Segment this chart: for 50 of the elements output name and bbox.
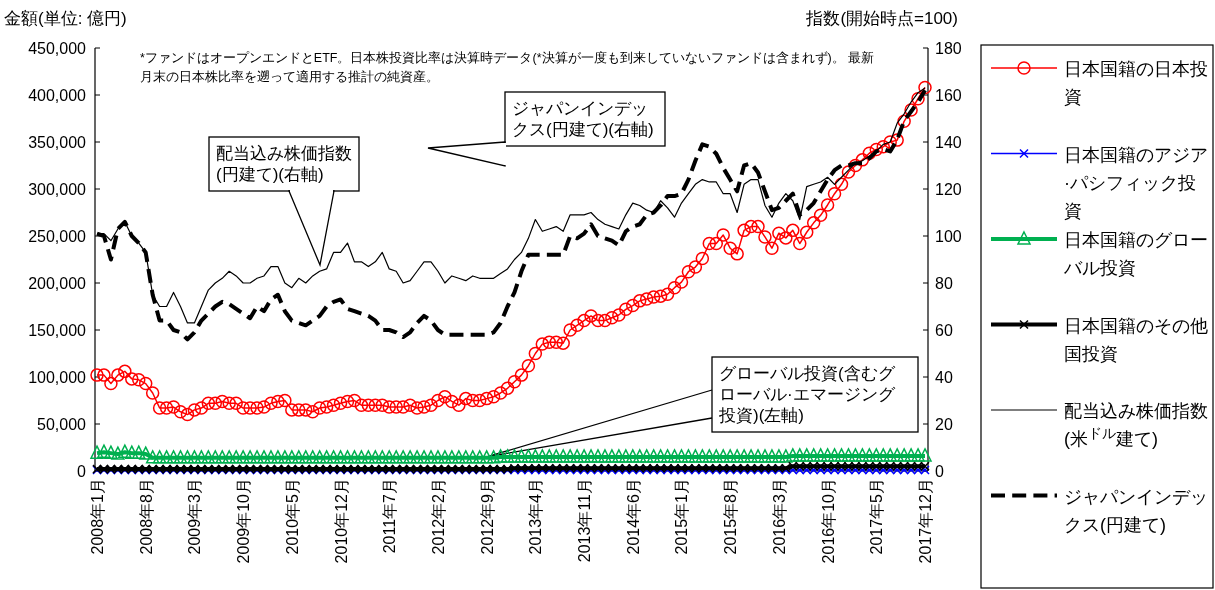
x-tick-label: 2016年10月	[819, 478, 837, 564]
y2-axis-title: 指数(開始時点=100)	[805, 9, 958, 28]
y2-tick-label: 180	[935, 40, 962, 57]
x-tick-label: 2017年5月	[868, 478, 886, 555]
x-tick-label: 2014年6月	[624, 478, 642, 555]
y-tick-label: 0	[77, 463, 87, 480]
y-tick-label: 150,000	[28, 322, 87, 339]
x-tick-label: 2008年1月	[89, 478, 106, 555]
annotation: 配当込み株価指数(円建て)(右軸)	[216, 144, 352, 184]
x-tick-label: 2016年3月	[770, 478, 788, 555]
legend-label: 配当込み株価指数(米$^{ドル}$建て)	[1064, 401, 1208, 449]
annotation: ジャパンインデックス(円建て)(右軸)	[512, 99, 654, 139]
y-tick-label: 250,000	[28, 228, 87, 245]
legend-label: 日本国籍のグローバル投資	[1063, 230, 1208, 278]
y-tick-label: 200,000	[28, 275, 87, 292]
y2-tick-label: 20	[935, 416, 953, 433]
y2-tick-label: 60	[935, 322, 953, 339]
x-tick-label: 2009年3月	[186, 478, 204, 555]
y-tick-label: 50,000	[37, 416, 87, 433]
y-tick-label: 350,000	[28, 134, 87, 151]
y2-tick-label: 0	[935, 463, 944, 480]
x-tick-label: 2015年8月	[722, 478, 740, 555]
y-tick-label: 400,000	[28, 87, 87, 104]
legend-label: 日本国籍のその他国投資	[1064, 315, 1208, 364]
x-tick-label: 2008年8月	[137, 478, 155, 555]
y-tick-label: 300,000	[28, 181, 87, 198]
x-tick-label: 2010年12月	[332, 478, 350, 564]
legend-label: 日本国籍の日本投資	[1064, 59, 1208, 107]
y2-tick-label: 80	[935, 275, 953, 292]
x-tick-label: 2012年9月	[478, 478, 496, 555]
y-tick-label: 450,000	[28, 40, 87, 57]
annotation: *ファンドはオープンエンドとETF。日本株投資比率は決算時データ(*決算が一度も到来していないファンドは含まれず)。 最新月末の日本株比率を遡って適用する推計の純資産。	[140, 50, 875, 84]
y-tick-label: 100,000	[28, 369, 87, 386]
x-tick-label: 2013年11月	[576, 478, 594, 563]
x-tick-label: 2012年2月	[429, 478, 447, 555]
y2-tick-label: 100	[935, 228, 962, 245]
legend-label: 日本国籍のアジア·パシフィック投資	[1064, 144, 1208, 221]
annotation: グローバル投資(含むグローバル·エマージング投資)(左軸)	[718, 364, 896, 425]
x-tick-label: 2015年1月	[673, 478, 691, 555]
y2-tick-label: 40	[935, 369, 953, 386]
x-tick-label: 2009年10月	[235, 478, 253, 564]
y2-tick-label: 120	[935, 181, 962, 198]
x-tick-label: 2017年12月	[917, 478, 934, 564]
x-tick-label: 2010年5月	[283, 478, 301, 555]
x-tick-label: 2011年7月	[381, 478, 399, 554]
x-tick-label: 2013年4月	[527, 478, 545, 555]
y2-tick-label: 140	[935, 134, 962, 151]
y2-tick-label: 160	[935, 87, 962, 104]
legend-label: ジャパンインデックス(円建て)	[1064, 486, 1208, 535]
y-axis-title: 金額(単位: 億円)	[4, 9, 127, 28]
